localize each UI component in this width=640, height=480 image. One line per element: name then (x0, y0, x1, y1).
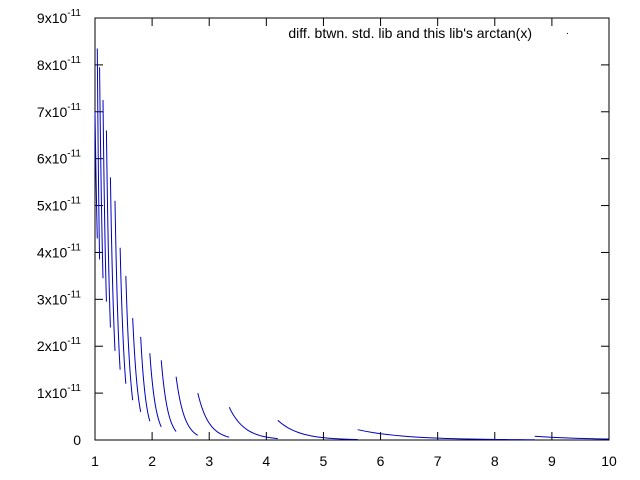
y-tick-exponent: -11 (67, 289, 81, 300)
y-tick-exponent: -11 (67, 149, 81, 160)
y-tick-label: 6x10-11 (37, 149, 82, 167)
x-tick-label: 10 (601, 453, 617, 469)
x-tick-label: 3 (205, 453, 213, 469)
y-tick-exponent: -11 (67, 55, 81, 66)
x-tick-label: 8 (491, 453, 499, 469)
x-tick-label: 2 (148, 453, 156, 469)
y-tick-label: 9x10-11 (37, 8, 82, 26)
y-tick-label: 4x10-11 (37, 242, 82, 260)
x-axis-tick-labels: 1 2 3 4 5 6 7 8 9 10 (91, 453, 617, 469)
x-tick-label: 1 (91, 453, 99, 469)
legend-label: diff. btwn. std. lib and this lib's arct… (288, 25, 532, 41)
series-segment (160, 360, 177, 432)
x-tick-label: 7 (434, 453, 442, 469)
series-segment (109, 177, 116, 351)
series-segment (149, 353, 162, 428)
series-segment (99, 67, 104, 279)
plot-frame (94, 17, 610, 441)
y-tick-label: 2x10-11 (37, 336, 82, 354)
legend: diff. btwn. std. lib and this lib's arct… (288, 25, 568, 41)
series-segment (357, 429, 535, 441)
series-segment (197, 392, 230, 438)
series-segment (94, 111, 98, 239)
data-series (94, 48, 610, 441)
y-tick-exponent: -11 (67, 383, 81, 394)
y-tick-exponent: -11 (67, 242, 81, 253)
series-segment (119, 247, 127, 384)
x-tick-label: 5 (320, 453, 328, 469)
axis-ticks (95, 18, 609, 440)
series-segment (277, 419, 358, 441)
series-segment (228, 406, 278, 440)
y-tick-label: 1x10-11 (37, 383, 82, 401)
series-segment (96, 48, 101, 260)
series-segment (102, 100, 107, 302)
series-segment (132, 318, 142, 412)
series-segment (140, 336, 151, 422)
series-segment (114, 200, 121, 370)
x-tick-label: 9 (548, 453, 556, 469)
series-segment (175, 376, 199, 436)
x-tick-label: 4 (262, 453, 270, 469)
y-tick-label: 5x10-11 (37, 196, 82, 214)
x-tick-label: 6 (377, 453, 385, 469)
y-tick-label: 8x10-11 (37, 55, 82, 73)
series-segment (534, 435, 610, 440)
y-tick-exponent: -11 (67, 8, 81, 19)
y-tick-exponent: -11 (67, 196, 81, 207)
y-tick-label: 3x10-11 (37, 289, 82, 307)
y-tick-label: 7x10-11 (37, 102, 82, 120)
series-segment (125, 275, 134, 401)
y-tick-label: 0 (73, 432, 81, 448)
series-segment (105, 130, 111, 328)
y-tick-exponent: -11 (67, 336, 81, 347)
y-tick-exponent: -11 (67, 102, 81, 113)
y-axis-tick-labels: 0 1x10-11 2x10-11 3x10-11 4x10-11 5x10-11 6x10… (37, 8, 82, 448)
